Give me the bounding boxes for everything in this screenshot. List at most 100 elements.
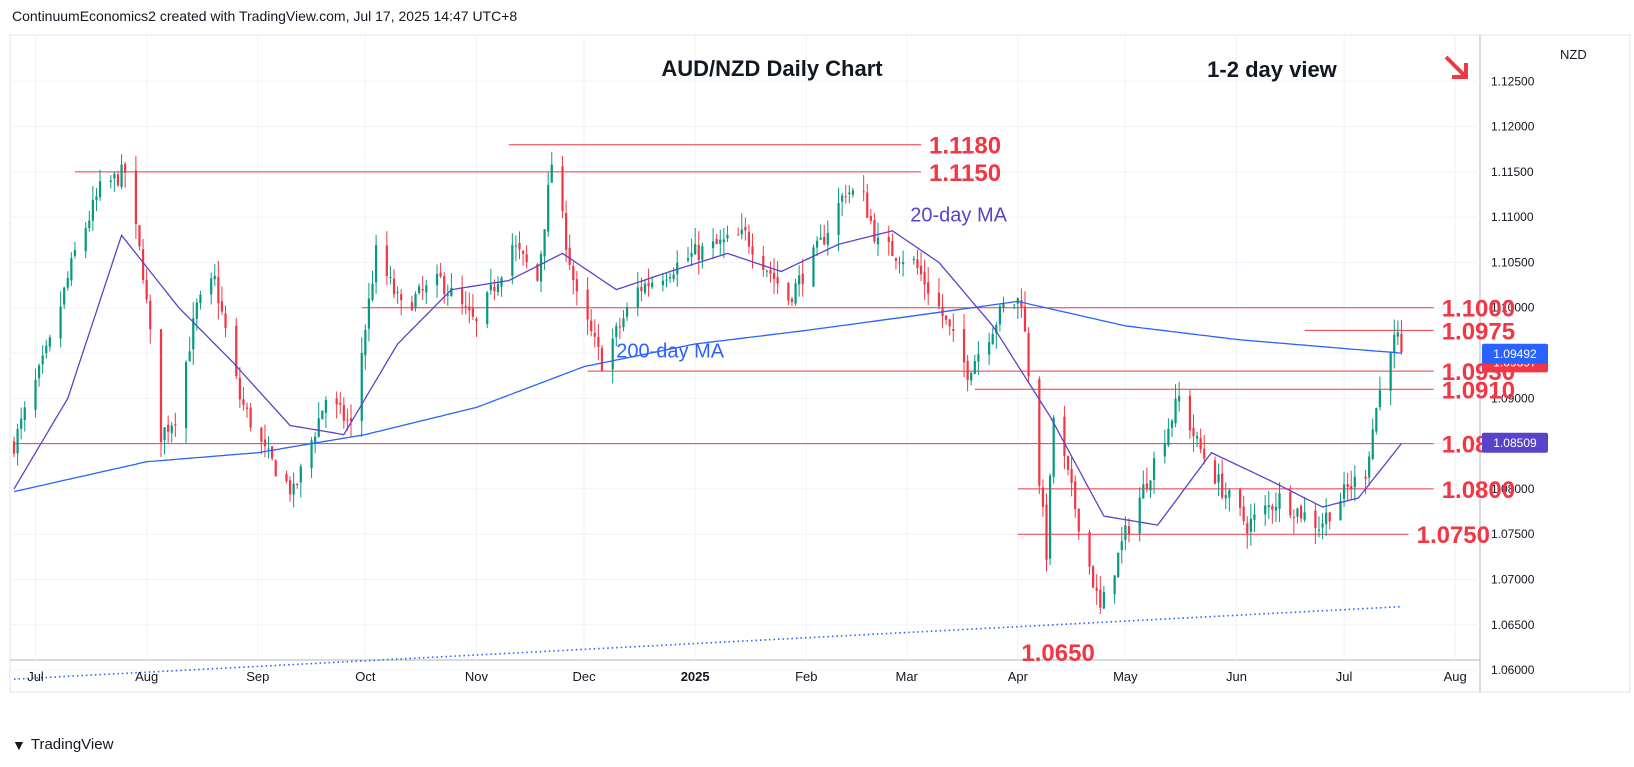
candle-body <box>450 287 453 297</box>
candle-body <box>572 265 575 281</box>
price-tick-label: 1.11500 <box>1491 165 1534 179</box>
candle-body <box>876 237 880 245</box>
candle-body <box>536 264 539 281</box>
candle-body <box>611 338 614 370</box>
level-label: 1.0910 <box>1442 377 1515 404</box>
candle-body <box>1102 592 1105 609</box>
chart-title: AUD/NZD Daily Chart <box>661 56 883 81</box>
candle-body <box>1002 303 1005 308</box>
price-tick-label: 1.06500 <box>1491 618 1535 632</box>
candle-body <box>37 365 41 379</box>
candle-body <box>862 191 865 193</box>
candle-body <box>1278 493 1281 509</box>
candle-body <box>285 473 288 482</box>
candle-body <box>564 212 568 250</box>
candle-body <box>1142 484 1145 499</box>
candles <box>12 151 1403 615</box>
candle-body <box>1389 352 1392 391</box>
candle-body <box>812 247 815 287</box>
candle-body <box>873 220 876 242</box>
level-lines <box>14 144 1434 535</box>
candle-body <box>138 225 141 247</box>
candle-body <box>242 399 245 405</box>
candle-body <box>995 324 998 334</box>
candle-body <box>1274 506 1278 511</box>
candle-body <box>98 181 102 197</box>
time-tick-label: Aug <box>135 669 158 684</box>
candle-body <box>511 244 514 276</box>
candle-body <box>618 326 621 328</box>
chart-credit: ContinuumEconomics2 created with Trading… <box>12 8 518 24</box>
candle-body <box>525 254 528 263</box>
time-axis[interactable]: Jul Aug Sep Oct Nov Dec 2025 Feb Mar Apr May Jun Jul… <box>27 669 1467 684</box>
candle-body <box>167 424 170 432</box>
candle-body <box>586 289 589 320</box>
candle-body <box>1396 332 1399 337</box>
level-label: 1.1180 <box>929 133 1001 160</box>
time-tick-label: Jul <box>1336 669 1353 684</box>
candle-body <box>1127 526 1131 534</box>
time-tick-label: Feb <box>795 669 817 684</box>
candle-body <box>640 286 643 292</box>
candle-body <box>371 283 374 300</box>
candle-body <box>342 405 345 421</box>
price-tick-label: 1.06000 <box>1491 663 1535 677</box>
candle-body <box>310 440 313 469</box>
candle-body <box>1063 416 1066 456</box>
candle-body <box>367 298 371 329</box>
candle-body <box>1038 378 1041 486</box>
tradingview-watermark[interactable]: ⁠⁠⁠▼⁠⁠ TradingView <box>12 736 113 753</box>
candle-body <box>1292 516 1295 518</box>
time-tick-label: May <box>1113 669 1138 684</box>
candle-body <box>1328 512 1331 522</box>
time-tick-label: Sep <box>246 669 269 684</box>
plot-frame <box>9 34 1631 693</box>
time-tick-label: 2025 <box>681 669 710 684</box>
candle-body <box>1195 436 1199 439</box>
annotation-label: 200-day MA <box>616 341 724 363</box>
watermark-label: TradingView <box>30 736 114 753</box>
annotation-label: 20-day MA <box>910 205 1007 227</box>
candle-body <box>1077 508 1080 532</box>
candle-body <box>772 272 776 279</box>
candle-body <box>145 280 148 300</box>
candle-body <box>267 448 270 450</box>
candle-body <box>952 328 955 331</box>
candle-body <box>668 277 672 279</box>
candle-body <box>927 282 930 294</box>
candle-body <box>73 250 77 256</box>
candle-body <box>543 229 546 257</box>
candle-body <box>1170 420 1174 428</box>
price-tick-label: 1.12000 <box>1491 120 1535 134</box>
candle-body <box>1045 504 1048 560</box>
candle-body <box>1296 508 1299 517</box>
price-tick-label: 1.10000 <box>1491 301 1535 315</box>
candle-body <box>948 319 951 327</box>
candle-body <box>249 407 252 428</box>
candle-body <box>59 306 62 339</box>
candle-body <box>737 234 740 236</box>
candle-body <box>464 306 467 308</box>
candle-body <box>844 196 847 198</box>
candle-body <box>776 277 779 284</box>
candle-body <box>912 258 915 261</box>
candle-body <box>647 282 650 287</box>
candle-body <box>1192 427 1195 437</box>
candle-body <box>1203 448 1206 459</box>
candle-body <box>945 315 948 320</box>
candle-body <box>66 278 69 288</box>
candle-body <box>1246 523 1249 534</box>
candle-body <box>414 294 417 309</box>
candle-body <box>722 239 725 243</box>
candle-body <box>421 289 424 291</box>
candle-body <box>188 351 191 362</box>
candle-body <box>744 226 747 231</box>
candle-body <box>521 251 525 254</box>
candle-body <box>518 243 521 250</box>
candle-body <box>34 379 37 410</box>
candle-body <box>1238 489 1242 508</box>
candle-body <box>349 418 353 421</box>
candle-body <box>489 284 492 291</box>
time-tick-label: Dec <box>572 669 596 684</box>
